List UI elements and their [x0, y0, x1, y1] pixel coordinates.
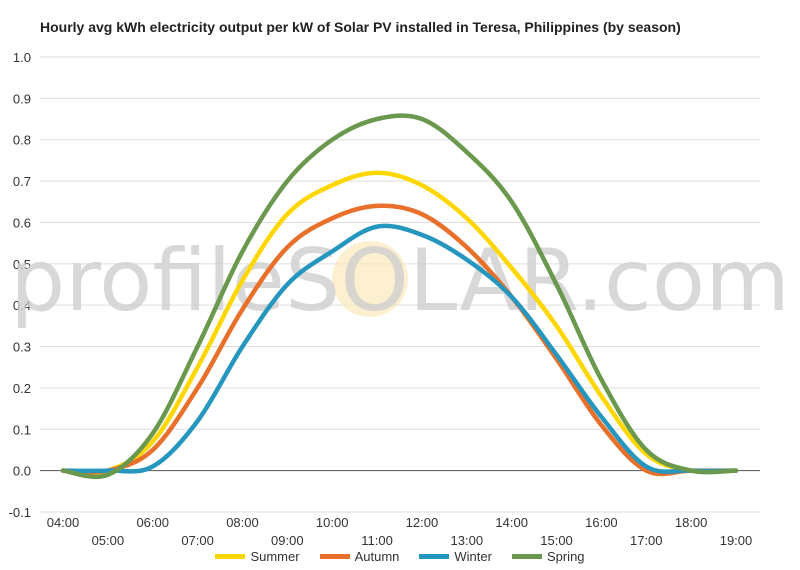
x-tick-label: 15:00 [540, 533, 573, 545]
x-tick-label: 13:00 [451, 533, 484, 545]
y-tick-label: 1.0 [13, 50, 31, 65]
y-tick-label: 0.3 [13, 340, 31, 355]
chart-title: Hourly avg kWh electricity output per kW… [40, 19, 681, 35]
watermark: profileSOLAR.com [10, 231, 790, 331]
x-tick-label: 16:00 [585, 515, 618, 530]
y-tick-label: 0.0 [13, 464, 31, 479]
y-tick-label: 0.1 [13, 422, 31, 437]
legend-swatch [319, 554, 350, 559]
x-tick-label: 06:00 [136, 515, 169, 530]
legend-swatch [511, 554, 542, 559]
series-line-winter [60, 223, 739, 474]
y-tick-label: 0.4 [13, 298, 31, 313]
x-tick-label: 14:00 [495, 515, 528, 530]
y-tick-label: 0.8 [13, 133, 31, 148]
y-tick-label: 0.6 [13, 215, 31, 230]
legend-item-winter: Winter [419, 549, 492, 564]
watermark-sun [332, 241, 408, 317]
x-tick-label: 07:00 [181, 533, 214, 545]
legend-swatch [215, 554, 246, 559]
legend-item-autumn: Autumn [319, 549, 400, 564]
x-tick-label: 17:00 [630, 533, 663, 545]
x-tick-label: 09:00 [271, 533, 304, 545]
series-line-autumn [60, 203, 739, 477]
x-tick-label: 19:00 [720, 533, 753, 545]
series-line-spring [60, 113, 739, 480]
chart-legend: Summer Autumn Winter Spring [0, 549, 800, 564]
y-tick-label: 0.7 [13, 174, 31, 189]
y-tick-label: -0.1 [9, 505, 31, 520]
legend-label: Summer [250, 549, 300, 564]
x-tick-label: 18:00 [675, 515, 708, 530]
legend-item-summer: Summer [215, 549, 300, 564]
watermark-text: profileSOLAR.com [10, 231, 790, 331]
series-line-summer [60, 170, 739, 476]
line-chart: 1.0 0.9 0.8 0.7 0.6 0.5 0.4 0.3 0.2 0.1 0.0 -0.1 pro… [9, 50, 790, 545]
x-tick-label: 08:00 [226, 515, 259, 530]
x-tick-label: 05:00 [92, 533, 125, 545]
legend-label: Spring [546, 549, 585, 564]
legend-label: Autumn [354, 549, 400, 564]
legend-label: Winter [454, 549, 492, 564]
x-tick-label: 11:00 [361, 533, 393, 545]
x-tick-label: 10:00 [316, 515, 349, 530]
y-tick-label: 0.5 [13, 257, 31, 272]
legend-item-spring: Spring [511, 549, 585, 564]
x-tick-label: 04:00 [47, 515, 80, 530]
legend-swatch [419, 554, 450, 559]
y-tick-label: 0.9 [13, 91, 31, 106]
x-tick-label: 12:00 [406, 515, 439, 530]
y-tick-label: 0.2 [13, 381, 31, 396]
